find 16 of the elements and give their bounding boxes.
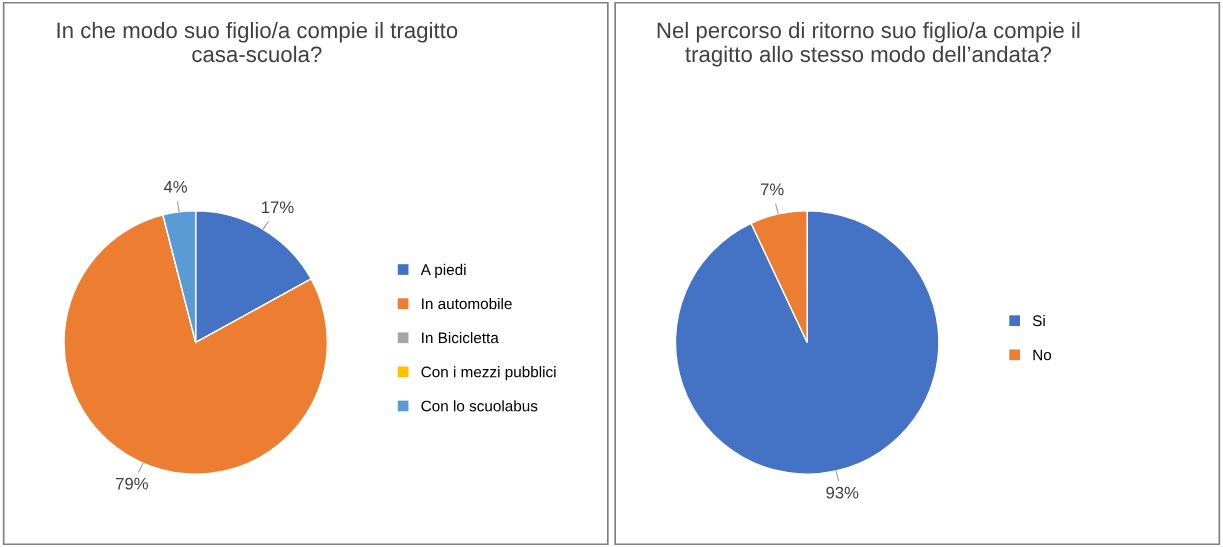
pie-slice: [63, 214, 329, 475]
legend-label: A piedi: [420, 263, 466, 279]
legend-label: No: [1033, 349, 1052, 361]
chart-title: Nel percorso di ritorno suo figlio/a compie il tragitto allo stesso modo dell’andata?: [657, 21, 1080, 67]
data-label: 17%: [262, 201, 294, 214]
data-label: 93%: [826, 486, 859, 499]
legend-label: In automobile: [422, 297, 512, 310]
legend-label: In Bicicletta: [422, 332, 499, 344]
chart-title: In che modo suo figlio/a compie il tragitto casa-scuola?: [57, 21, 458, 63]
data-label: 7%: [760, 183, 784, 196]
data-label: 4%: [163, 180, 187, 193]
legend-label: Con i mezzi pubblici: [421, 366, 556, 381]
data-label: 79%: [116, 477, 148, 490]
pie-slice: [674, 210, 940, 475]
legend-label: Con lo scuolabus: [421, 400, 538, 412]
legend-label: Si: [1032, 314, 1045, 327]
